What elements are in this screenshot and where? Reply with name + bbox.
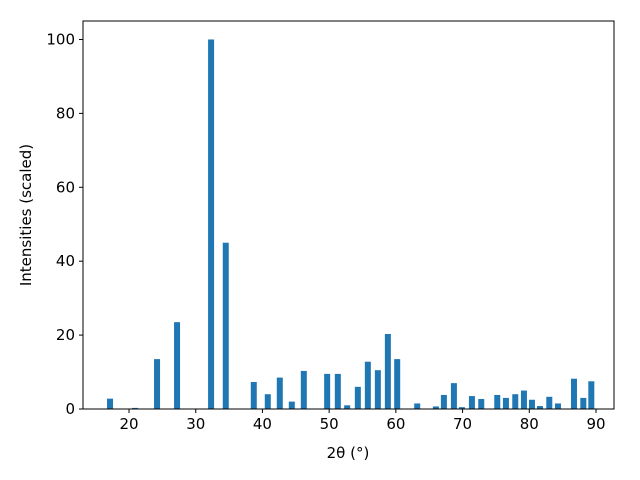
- bar: [154, 359, 161, 409]
- bar: [502, 397, 509, 409]
- bar: [250, 382, 257, 409]
- bar: [208, 39, 215, 409]
- bar: [374, 370, 381, 409]
- x-tick-label: 50: [320, 415, 339, 433]
- bar: [364, 361, 371, 409]
- bar: [520, 390, 527, 409]
- y-tick-label: 0: [65, 400, 75, 418]
- x-tick-label: 60: [386, 415, 405, 433]
- x-tick-label: 90: [586, 415, 605, 433]
- bar: [478, 399, 485, 409]
- y-tick-label: 20: [56, 326, 75, 344]
- bar: [276, 377, 283, 409]
- bar: [222, 242, 229, 409]
- x-tick-label: 80: [520, 415, 539, 433]
- bar: [264, 394, 271, 409]
- bar: [580, 397, 587, 409]
- bar: [588, 381, 595, 409]
- bar: [288, 401, 295, 409]
- bar: [512, 394, 519, 409]
- bar: [107, 398, 114, 409]
- bar: [450, 383, 457, 409]
- bar: [414, 403, 421, 409]
- bar: [546, 396, 553, 409]
- bar: [324, 373, 331, 409]
- bar: [440, 394, 447, 409]
- axes-frame: [82, 20, 615, 410]
- bar: [468, 396, 475, 409]
- bar: [174, 322, 181, 409]
- bar: [334, 373, 341, 409]
- x-axis-label: 2θ (°): [327, 444, 370, 462]
- x-tick-label: 20: [119, 415, 138, 433]
- y-tick-label: 40: [56, 252, 75, 270]
- x-tick-label: 40: [253, 415, 272, 433]
- bar: [494, 394, 501, 409]
- bar: [458, 407, 465, 409]
- y-tick-label: 100: [46, 30, 75, 48]
- bar: [384, 333, 391, 409]
- bar: [300, 370, 307, 409]
- bar: [394, 359, 401, 409]
- bar: [528, 399, 535, 409]
- bar: [132, 407, 139, 409]
- x-tick-label: 30: [186, 415, 205, 433]
- x-tick-label: 70: [453, 415, 472, 433]
- bar: [554, 403, 561, 409]
- bar: [344, 405, 351, 409]
- bar: [432, 406, 439, 409]
- plot-area: [107, 39, 595, 409]
- y-tick-label: 80: [56, 104, 75, 122]
- y-tick-label: 60: [56, 178, 75, 196]
- y-axis-label: Intensities (scaled): [17, 144, 35, 286]
- bar: [536, 406, 543, 409]
- bar: [354, 386, 361, 409]
- bar: [570, 378, 577, 409]
